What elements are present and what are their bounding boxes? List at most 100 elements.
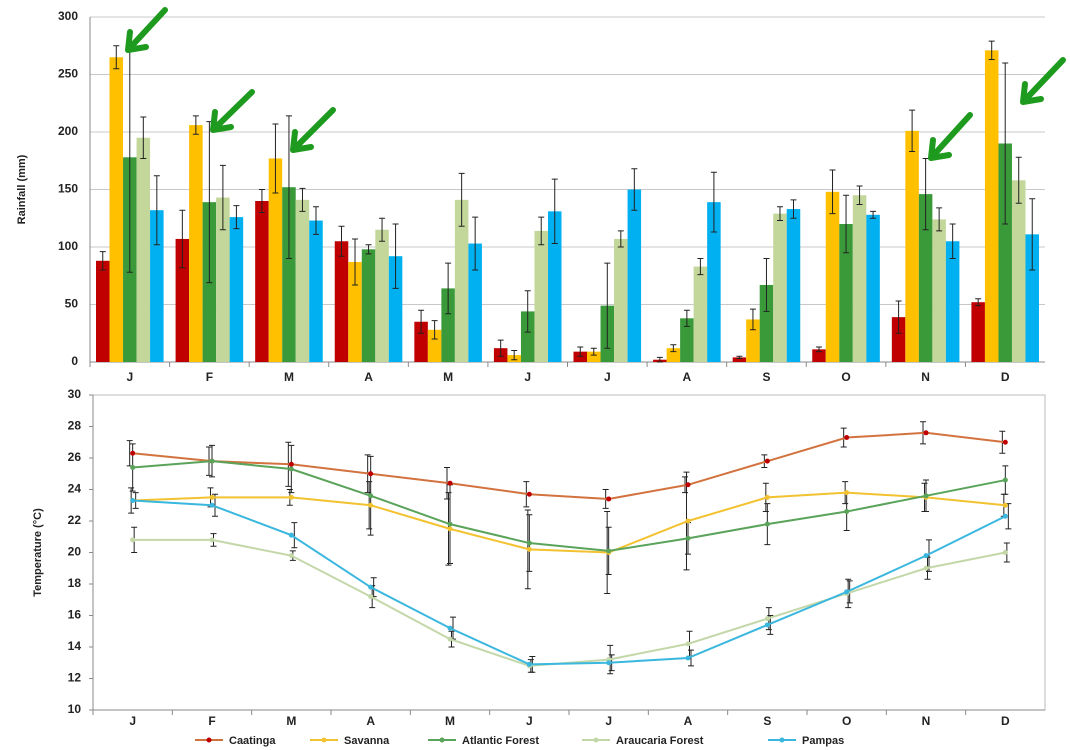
error-bar bbox=[1002, 62, 1009, 225]
point bbox=[685, 518, 691, 524]
y-tick-label: 250 bbox=[58, 67, 78, 81]
error-bar bbox=[683, 309, 690, 327]
x-tick-label: J bbox=[604, 370, 611, 384]
point bbox=[130, 498, 136, 504]
bar bbox=[414, 321, 428, 362]
arrow bbox=[210, 89, 255, 133]
bar bbox=[520, 311, 535, 362]
bar bbox=[534, 230, 548, 362]
error-bar bbox=[392, 223, 399, 289]
point bbox=[1002, 513, 1008, 519]
point bbox=[764, 494, 770, 500]
x-tick-label: N bbox=[921, 370, 930, 384]
point bbox=[288, 553, 294, 559]
bar bbox=[984, 50, 999, 362]
bar bbox=[427, 329, 442, 362]
point bbox=[923, 565, 929, 571]
bar bbox=[614, 238, 628, 362]
x-tick-label: O bbox=[842, 714, 851, 728]
bar bbox=[786, 209, 801, 362]
error-bar bbox=[312, 206, 319, 235]
bar bbox=[812, 349, 826, 362]
error-bar bbox=[926, 539, 932, 572]
error-bar bbox=[922, 157, 929, 231]
error-bar bbox=[99, 251, 106, 271]
point bbox=[1002, 477, 1008, 483]
bar bbox=[573, 351, 588, 362]
point bbox=[368, 584, 374, 590]
point bbox=[764, 622, 770, 628]
y-axis-label: Temperature (°C) bbox=[32, 508, 44, 597]
bar bbox=[746, 319, 760, 362]
error-bar bbox=[418, 309, 425, 334]
x-tick-label: A bbox=[683, 370, 692, 384]
y-tick-label: 20 bbox=[68, 545, 82, 559]
point bbox=[685, 641, 691, 647]
point bbox=[844, 435, 850, 441]
bar bbox=[1011, 180, 1026, 362]
legend-marker bbox=[206, 737, 212, 743]
y-tick-label: 10 bbox=[68, 702, 82, 716]
error-bar bbox=[829, 169, 836, 215]
error-bar bbox=[524, 290, 531, 333]
error-bar bbox=[617, 230, 624, 248]
x-tick-label: S bbox=[762, 370, 770, 384]
point bbox=[526, 546, 532, 552]
chart: 10 12 14 16 18 20 22 24 26 28 30 Temperature (°C) J F… bbox=[32, 387, 1046, 747]
y-tick-label: 200 bbox=[58, 124, 78, 138]
bar bbox=[388, 256, 403, 362]
error-bar bbox=[258, 189, 265, 213]
bar bbox=[348, 261, 362, 362]
error-bar bbox=[856, 185, 863, 205]
bar bbox=[361, 249, 376, 362]
point bbox=[368, 493, 374, 499]
point bbox=[447, 636, 453, 642]
x-tick-label: M bbox=[445, 714, 455, 728]
y-tick-label: 28 bbox=[68, 419, 82, 433]
x-tick-label: J bbox=[605, 714, 612, 728]
error-bar bbox=[233, 205, 240, 230]
error-bar bbox=[538, 216, 545, 246]
error-bar bbox=[352, 238, 359, 286]
error-bar bbox=[736, 355, 743, 360]
bar bbox=[825, 191, 840, 362]
point bbox=[923, 430, 929, 436]
x-tick-label: M bbox=[284, 370, 294, 384]
x-tick-label: O bbox=[841, 370, 850, 384]
bar bbox=[945, 241, 960, 362]
bar bbox=[891, 317, 906, 362]
bar bbox=[216, 197, 230, 362]
line bbox=[132, 538, 1006, 667]
point bbox=[685, 535, 691, 541]
x-tick-label: D bbox=[1001, 714, 1010, 728]
point bbox=[288, 494, 294, 500]
y-axis-label: Rainfall (mm) bbox=[16, 154, 28, 224]
y-tick-label: 14 bbox=[68, 639, 82, 653]
bar bbox=[547, 211, 562, 362]
bar bbox=[175, 238, 190, 362]
arrow bbox=[290, 107, 336, 153]
y-tick-label: 12 bbox=[68, 671, 82, 685]
line bbox=[132, 491, 1006, 554]
bar bbox=[732, 357, 747, 362]
bar bbox=[334, 241, 349, 362]
arrows bbox=[125, 7, 1066, 161]
point bbox=[526, 540, 532, 546]
point bbox=[844, 509, 850, 515]
point bbox=[526, 661, 532, 667]
error-bar bbox=[338, 225, 345, 257]
point bbox=[844, 589, 850, 595]
error-bar bbox=[113, 45, 120, 70]
bar bbox=[268, 158, 283, 362]
legend-label: Araucaria Forest bbox=[616, 735, 704, 747]
error-bar bbox=[431, 320, 438, 340]
x-tick-label: M bbox=[443, 370, 453, 384]
y-tick-label: 100 bbox=[58, 239, 78, 253]
y-tick-label: 22 bbox=[68, 513, 82, 527]
error-bar bbox=[749, 308, 756, 331]
y-tick-label: 16 bbox=[68, 608, 82, 622]
bar bbox=[109, 57, 124, 362]
x-tick-label: A bbox=[364, 370, 373, 384]
error-bar bbox=[895, 300, 902, 334]
